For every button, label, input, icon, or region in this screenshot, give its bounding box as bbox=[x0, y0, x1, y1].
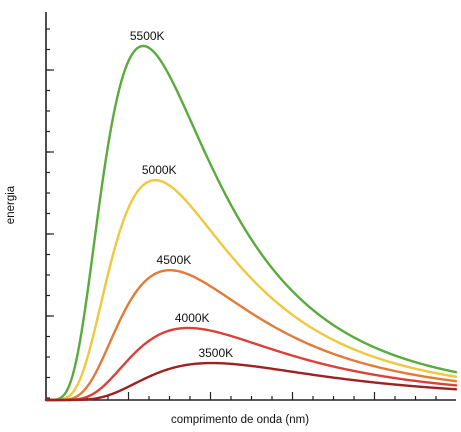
axes bbox=[45, 12, 456, 401]
curve-5500K bbox=[44, 44, 458, 402]
x-axis-title: comprimento de onda (nm) bbox=[171, 414, 309, 426]
curves bbox=[44, 44, 458, 402]
curve-label-5500K: 5500K bbox=[130, 29, 165, 43]
x-ticks bbox=[66, 392, 437, 400]
curve-labels: 5500K 5000K 4500K 4000K 3500K bbox=[130, 29, 233, 360]
curve-label-3500K: 3500K bbox=[198, 346, 233, 360]
curve-label-4500K: 4500K bbox=[157, 253, 192, 267]
curve-5000K bbox=[44, 178, 458, 402]
y-axis-title: energia bbox=[5, 185, 17, 224]
curve-label-5000K: 5000K bbox=[142, 163, 177, 177]
curve-4500K bbox=[44, 269, 458, 402]
curve-label-4000K: 4000K bbox=[175, 311, 210, 325]
y-ticks bbox=[46, 28, 54, 399]
curve-3500K bbox=[44, 361, 458, 402]
curve-4000K bbox=[44, 326, 458, 402]
